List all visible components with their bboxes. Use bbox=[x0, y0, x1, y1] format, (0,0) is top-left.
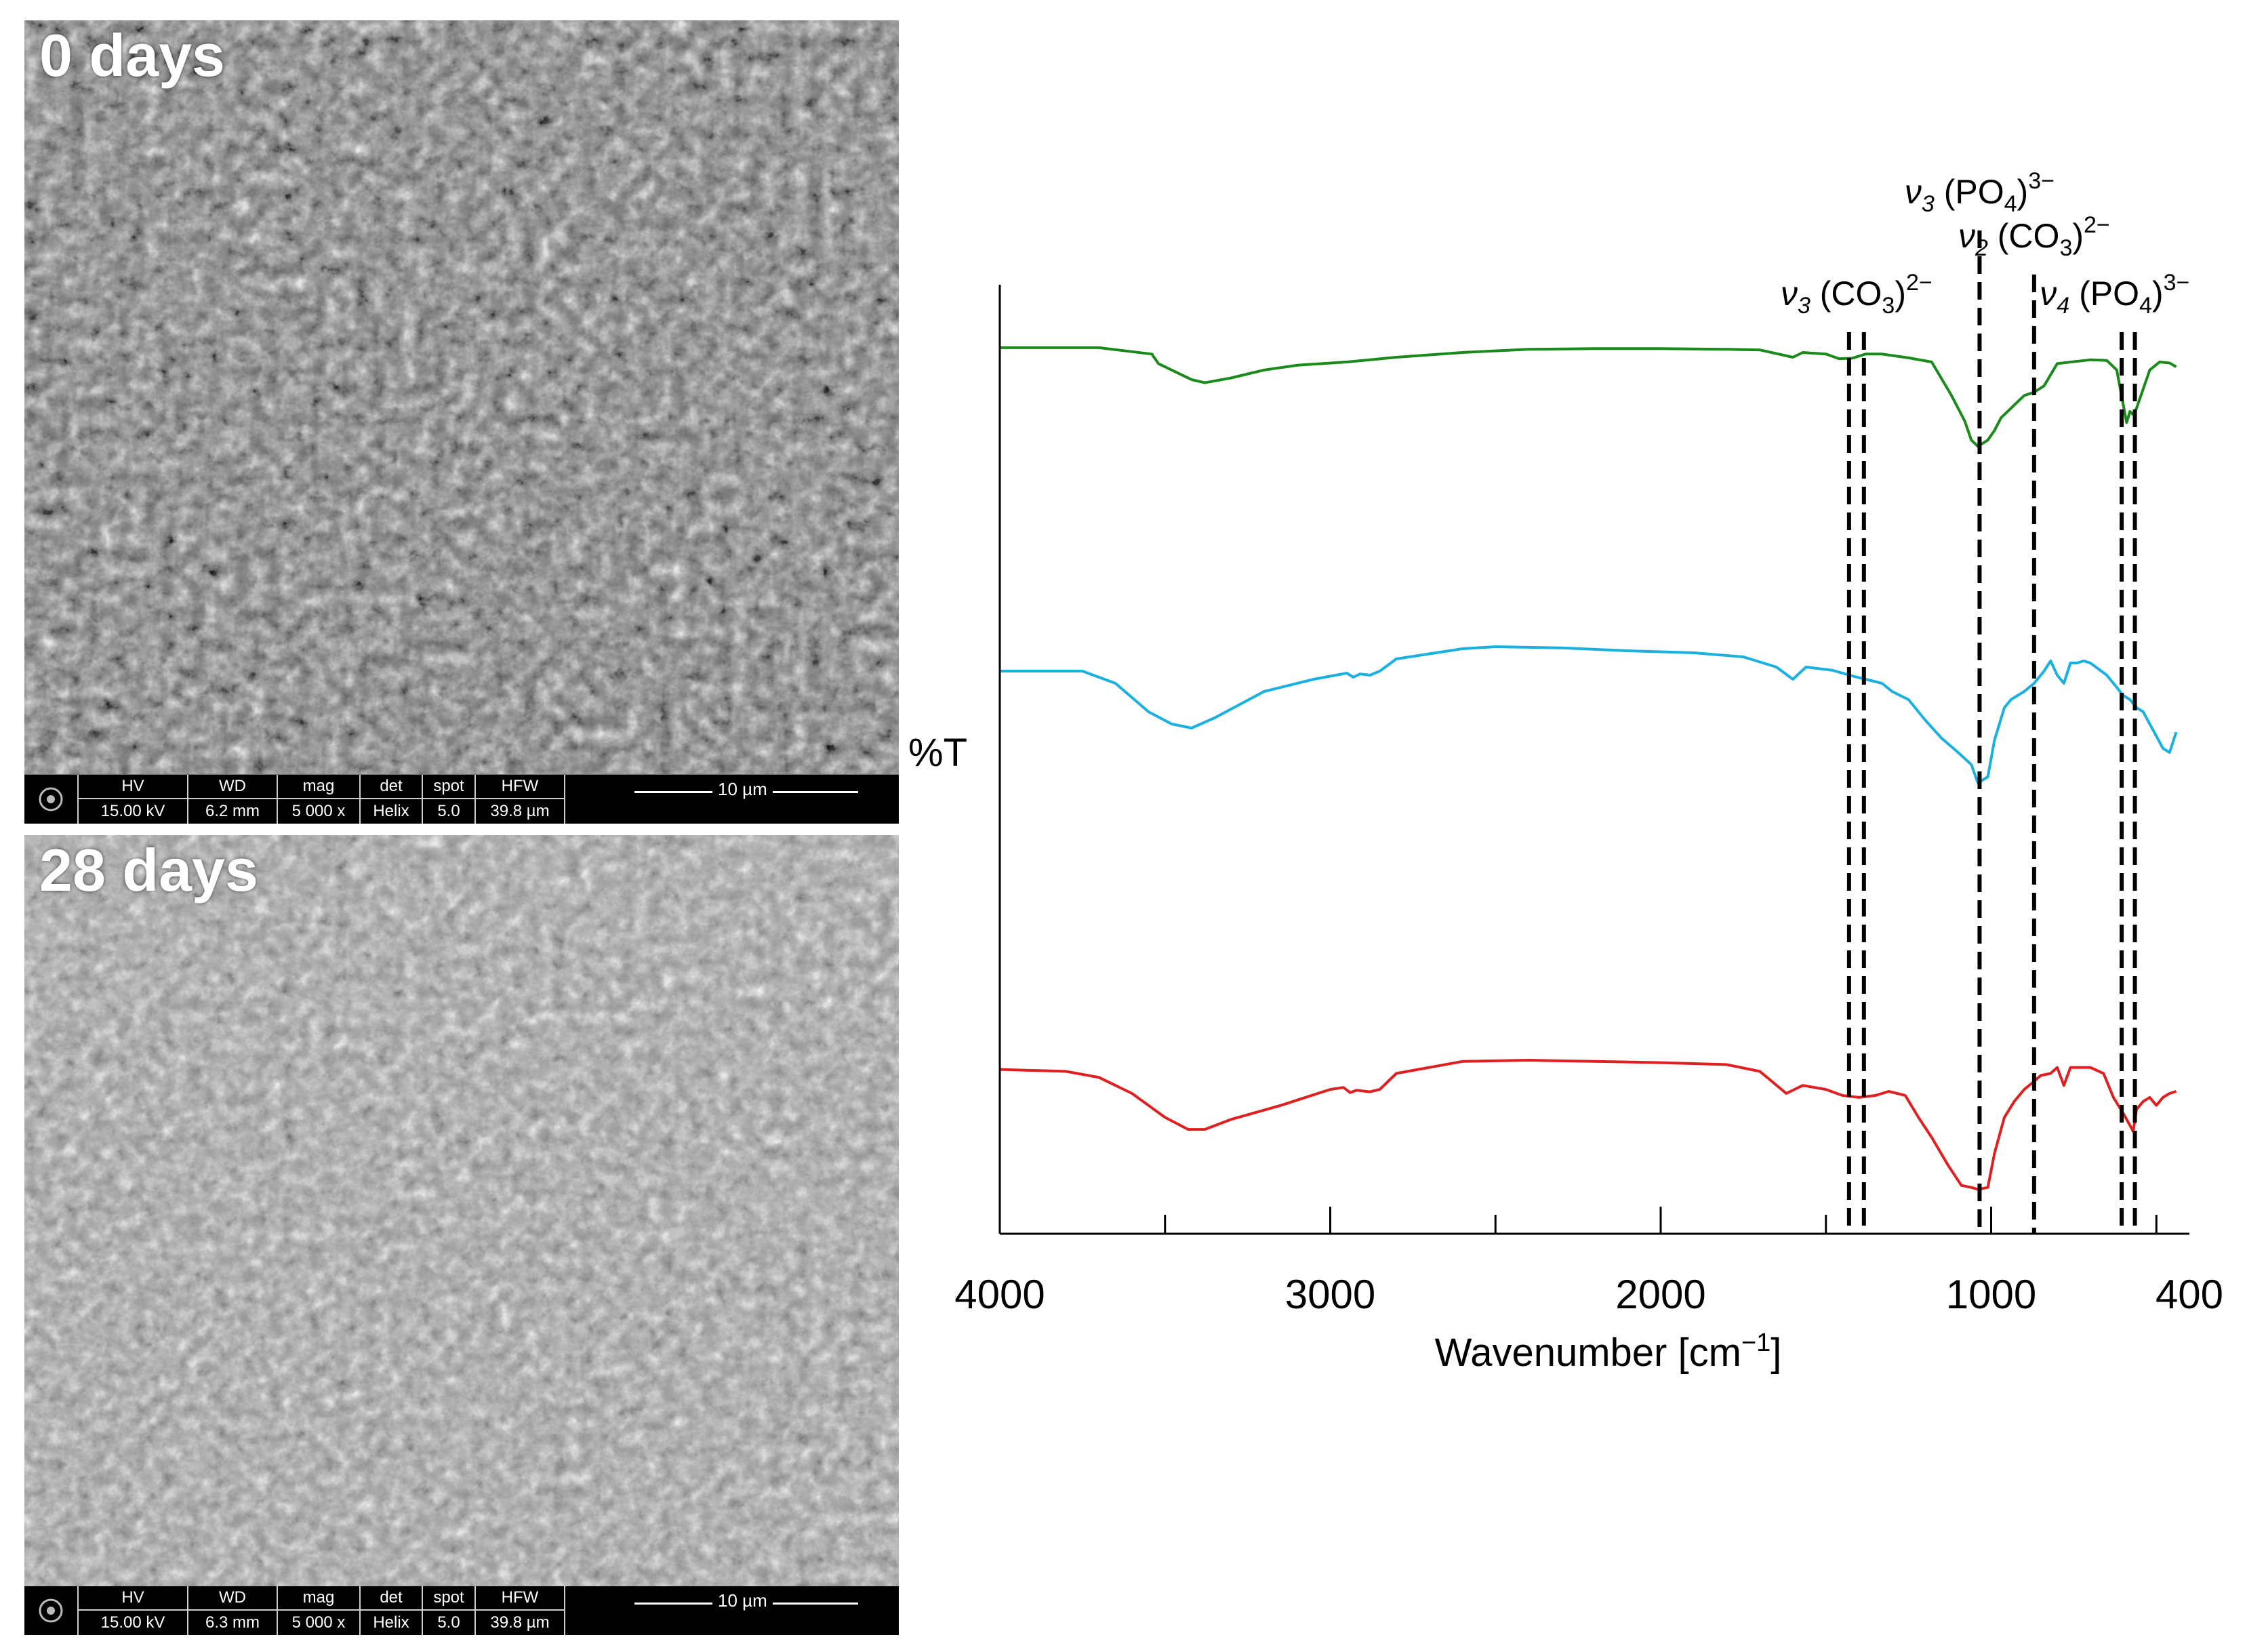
band-label: ν3 (CO3)2− bbox=[1781, 270, 1933, 319]
databar-spot: spot 5.0 bbox=[423, 1586, 476, 1635]
scale-bar-label: 10 µm bbox=[712, 1590, 773, 1611]
sem-micrograph-28-days bbox=[24, 835, 899, 1586]
instrument-logo-icon bbox=[24, 1586, 79, 1635]
sem-panel-28-days: 28 days HV 15.00 kV WD 6.3 mm mag 5 000 x d… bbox=[24, 835, 899, 1635]
x-tick-label: 3000 bbox=[1285, 1272, 1375, 1317]
x-tick-label: 1000 bbox=[1946, 1272, 2036, 1317]
databar-det: det Helix bbox=[361, 775, 423, 824]
databar-mag: mag 5 000 x bbox=[278, 775, 361, 824]
databar-spot: spot 5.0 bbox=[423, 775, 476, 824]
sem-time-label: 28 days bbox=[39, 837, 258, 904]
x-axis-label: Wavenumber [cm−1] bbox=[1435, 1329, 1782, 1375]
scale-bar: 10 µm bbox=[567, 1586, 899, 1635]
x-tick-label: 400 bbox=[2156, 1272, 2223, 1317]
series-line-1 bbox=[1000, 346, 2177, 448]
x-tick-label: 2000 bbox=[1615, 1272, 1705, 1317]
databar-hfw: HFW 39.8 µm bbox=[476, 1586, 565, 1635]
x-tick-label: 4000 bbox=[954, 1272, 1045, 1317]
databar-wd: WD 6.2 mm bbox=[188, 775, 278, 824]
sem-databar: HV 15.00 kV WD 6.3 mm mag 5 000 x det Helix … bbox=[24, 1586, 899, 1635]
databar-hv: HV 15.00 kV bbox=[79, 775, 188, 824]
databar-hv: HV 15.00 kV bbox=[79, 1586, 188, 1635]
band-label: ν4 (PO4)3− bbox=[2040, 270, 2189, 319]
sem-panel-0-days: 0 days HV 15.00 kV WD 6.2 mm mag 5 000 x de… bbox=[24, 20, 899, 824]
ftir-spectrum-chart: 4000 3000 2000 1000 400 ν3 (CO3)2− ν3 (PO4)3−… bbox=[908, 168, 2223, 1375]
scale-bar-label: 10 µm bbox=[712, 779, 773, 800]
series-line-3 bbox=[999, 1059, 2177, 1191]
band-label: ν2 (CO3)2− bbox=[1958, 212, 2110, 261]
sem-micrograph-0-days bbox=[24, 20, 899, 774]
y-axis-label: %T bbox=[908, 731, 967, 775]
databar-det: det Helix bbox=[361, 1586, 423, 1635]
band-label: ν3 (PO4)3− bbox=[1905, 168, 2055, 217]
instrument-logo-icon bbox=[24, 775, 79, 824]
databar-wd: WD 6.3 mm bbox=[188, 1586, 278, 1635]
databar-mag: mag 5 000 x bbox=[278, 1586, 361, 1635]
series-line-2 bbox=[1000, 645, 2178, 784]
scale-bar: 10 µm bbox=[567, 775, 899, 824]
plot-area bbox=[999, 346, 2178, 1191]
databar-hfw: HFW 39.8 µm bbox=[476, 775, 565, 824]
sem-databar: HV 15.00 kV WD 6.2 mm mag 5 000 x det Helix … bbox=[24, 775, 899, 824]
sem-time-label: 0 days bbox=[39, 22, 225, 89]
band-annotations: ν3 (CO3)2− ν3 (PO4)3−ν2 (CO3)2− ν4 (PO4)3− bbox=[1781, 168, 2189, 1234]
axes: 4000 3000 2000 1000 400 bbox=[954, 285, 2223, 1317]
